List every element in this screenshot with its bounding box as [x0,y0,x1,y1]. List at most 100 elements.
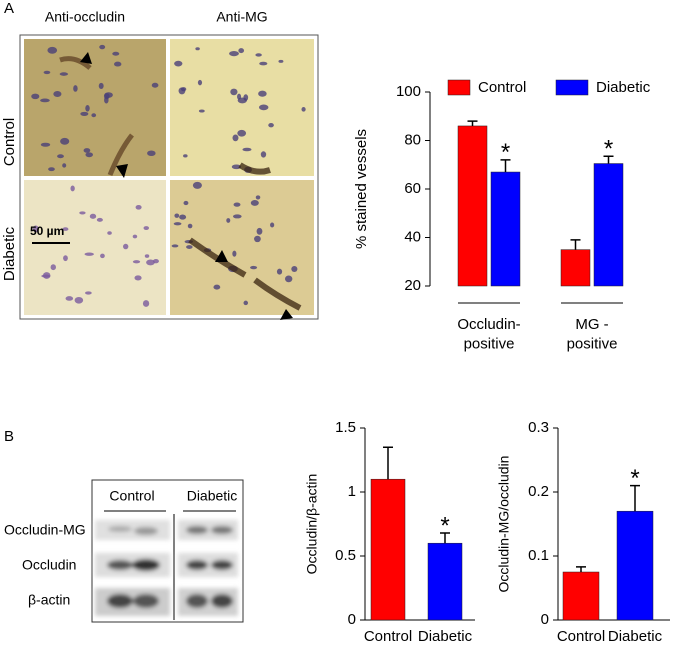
cell [250,265,258,270]
scale-bar-label: 50 µm [30,224,64,238]
y-axis-label: Occludin/β-actin [304,474,320,575]
cell [232,134,239,142]
cell [259,61,268,66]
cell [151,82,159,88]
vessel [59,56,134,176]
error-bar [383,446,393,480]
cell [74,296,84,304]
column-label: Anti-occludin [45,9,125,25]
vessel [188,162,302,311]
error-bar [467,120,478,126]
cell [238,48,245,54]
bar [370,478,406,621]
cell [114,61,122,67]
cell [174,213,180,218]
cell [260,151,267,158]
bar [593,163,624,287]
cell [84,252,94,256]
cell [242,147,252,152]
row-label: Control [1,118,18,166]
cell [85,105,90,112]
cell [70,185,75,192]
cell [99,44,106,50]
cell [73,85,78,92]
cell [60,137,70,145]
cell [31,93,40,100]
y-axis-label: % stained vessels [353,129,370,249]
significance-mark: * [630,465,639,492]
cell [179,214,187,220]
cell [254,235,261,243]
cell [258,90,267,97]
cell [142,300,150,307]
error-bar [440,532,450,544]
cell [104,96,109,104]
cell [135,204,142,210]
cell [152,258,159,264]
cell [243,300,249,306]
cell [80,111,89,116]
y-tick-label: 100 [396,83,421,100]
cell [40,142,51,147]
cell [178,87,186,95]
blot-row-label: Occludin-MG [4,522,86,538]
cell [256,227,263,235]
y-tick-label: 1.5 [335,419,356,436]
row-label: Diabetic [1,226,18,281]
x-tick-label: Diabetic [608,628,663,645]
x-tick-label: Diabetic [418,628,473,645]
cell [233,202,241,207]
cell [197,79,203,86]
y-tick-label: 0 [348,611,356,628]
cell [107,231,112,235]
y-axis-label: Occludin-MG/occludin [496,456,512,593]
cell [89,213,97,219]
cell [85,291,92,295]
bar [490,171,521,287]
cell [195,47,200,51]
y-tick-label: 60 [404,180,421,197]
cell [270,222,275,228]
legend-label: Control [478,79,526,96]
cell [198,109,205,113]
cell [183,154,188,158]
micrograph [170,39,314,176]
cell [278,59,284,63]
cell [291,266,298,272]
cell [62,163,67,168]
cell [79,211,86,215]
cell [147,150,156,157]
cell [146,259,155,266]
cell [96,217,103,222]
bar [616,510,654,621]
cell [65,296,74,301]
x-tick-label: Occludin-positive [457,316,520,353]
cell [232,214,242,219]
significance-mark: * [440,512,449,539]
legend-label: Diabetic [596,79,651,96]
y-tick-label: 80 [404,131,421,148]
cell [104,92,113,98]
cell [132,234,138,239]
cell [143,226,150,231]
cell [230,88,238,96]
cell [62,227,69,231]
cell [48,167,55,172]
y-tick-label: 0.1 [528,547,549,564]
cell [237,97,247,104]
cell [83,148,91,153]
blot-row-label: β-actin [28,592,70,608]
cell [53,91,62,97]
error-bar [500,159,511,173]
cell [301,107,306,112]
cell [144,254,150,258]
cell [63,255,68,262]
cell [255,53,262,57]
cell [250,200,259,206]
cell [231,164,242,170]
cell [229,50,239,57]
cell [134,275,142,281]
cell [32,225,39,233]
bar [427,542,463,621]
